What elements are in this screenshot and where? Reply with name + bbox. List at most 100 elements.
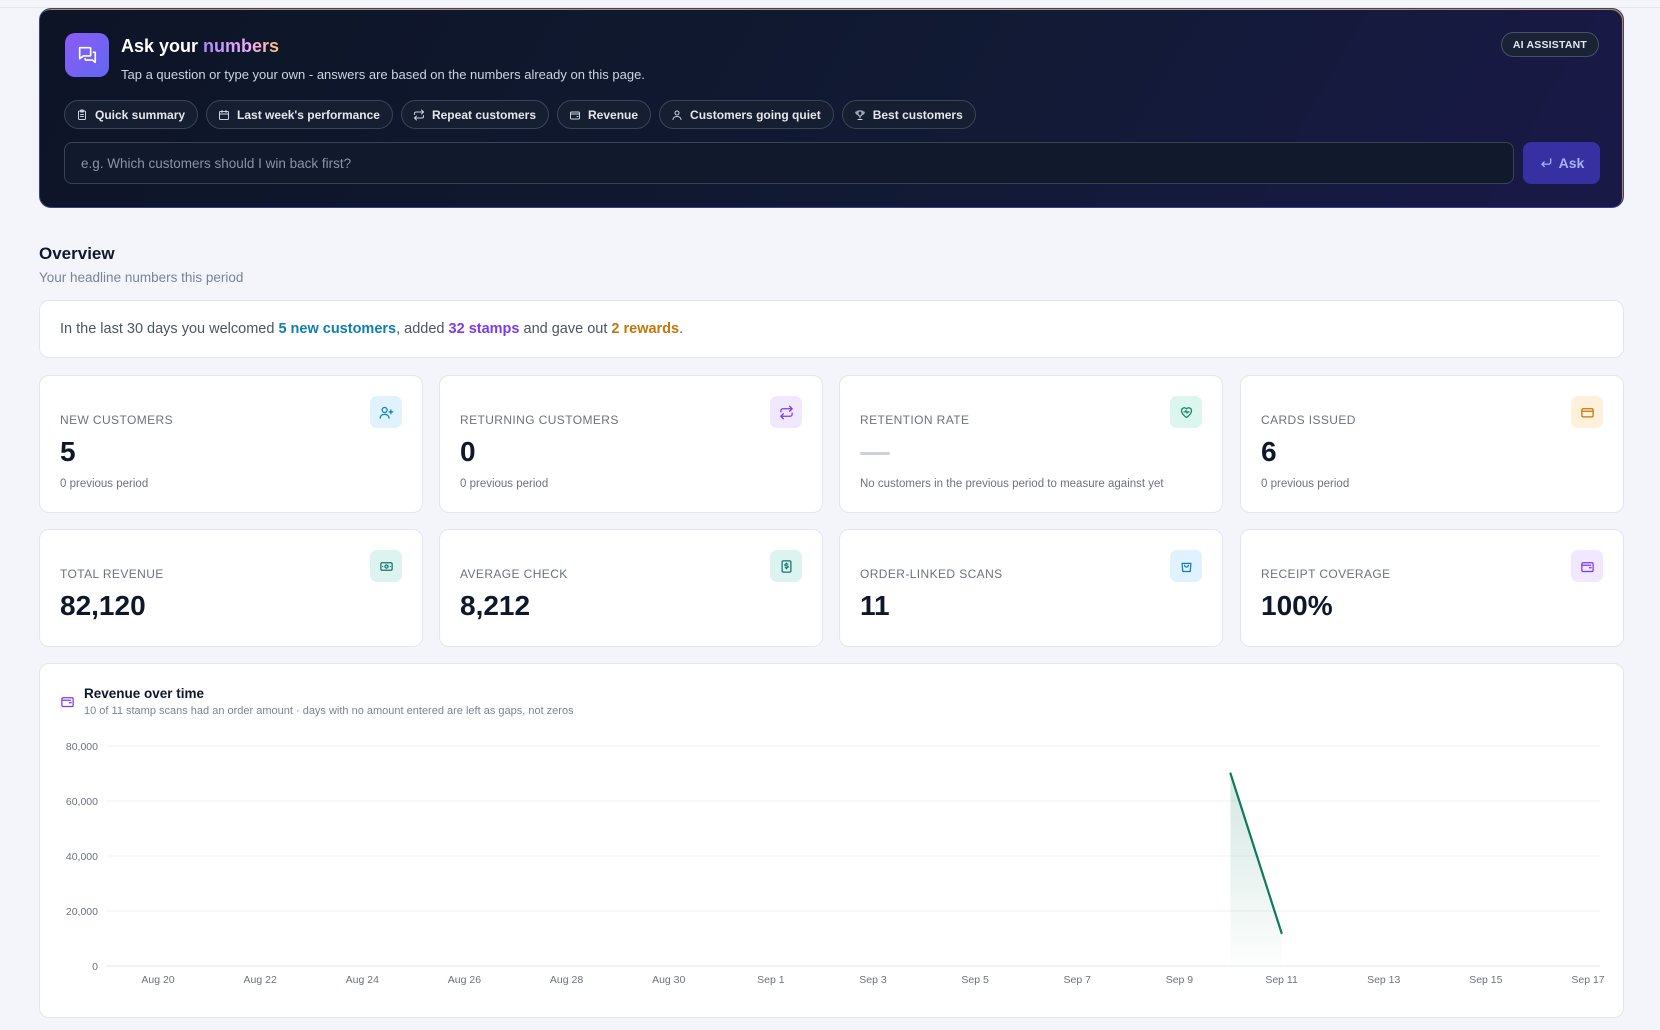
stat-card-total-revenue: TOTAL REVENUE 82,120 bbox=[39, 529, 423, 647]
chip-label: Repeat customers bbox=[431, 107, 537, 122]
summary-mid2: and gave out bbox=[523, 321, 608, 337]
top-divider bbox=[0, 0, 1660, 8]
x-tick-label: Aug 24 bbox=[346, 974, 379, 986]
stat-label: RETENTION RATE bbox=[860, 413, 970, 427]
revenue-chart: 0 20,000 40,000 60,000 80,000 Aug 20 Aug 22 Aug… bbox=[66, 741, 1605, 986]
chip-revenue[interactable]: Revenue bbox=[557, 100, 652, 129]
card-icon bbox=[1571, 396, 1603, 428]
stat-value: 11 bbox=[860, 590, 890, 621]
receipt-icon bbox=[770, 550, 802, 582]
empty-value-dash bbox=[860, 452, 890, 455]
stat-note: 0 previous period bbox=[460, 478, 549, 490]
x-tick-label: Aug 20 bbox=[141, 974, 174, 986]
chip-label: Quick summary bbox=[95, 107, 186, 122]
ai-title: Ask your numbers bbox=[121, 36, 279, 57]
summary-mid1: , added bbox=[396, 321, 445, 337]
chip-last-week[interactable]: Last week's performance bbox=[206, 100, 393, 129]
summary-prefix: In the last 30 days you welcomed bbox=[60, 321, 275, 337]
ai-title-lead: Ask your bbox=[121, 36, 199, 56]
x-tick-label: Sep 11 bbox=[1265, 974, 1298, 986]
stat-label: RETURNING CUSTOMERS bbox=[460, 413, 619, 427]
user-plus-icon bbox=[370, 396, 402, 428]
summary-rewards: 2 rewards bbox=[611, 321, 680, 337]
stat-card-order-linked-scans: ORDER-LINKED SCANS 11 bbox=[839, 529, 1223, 647]
heart-icon bbox=[1170, 396, 1202, 428]
stat-value: 5 bbox=[60, 436, 76, 467]
stat-card-retention-rate: RETENTION RATE No customers in the previ… bbox=[839, 375, 1223, 513]
stat-label: TOTAL REVENUE bbox=[60, 567, 164, 581]
x-tick-label: Sep 17 bbox=[1571, 974, 1604, 986]
chip-repeat-customers[interactable]: Repeat customers bbox=[400, 100, 550, 129]
stat-value: 0 bbox=[460, 436, 476, 467]
stat-value: 6 bbox=[1261, 436, 1277, 467]
stat-label: NEW CUSTOMERS bbox=[60, 413, 173, 427]
x-tick-label: Aug 26 bbox=[448, 974, 481, 986]
x-tick-label: Sep 5 bbox=[961, 974, 989, 986]
calendar-icon bbox=[219, 109, 230, 120]
stat-label: AVERAGE CHECK bbox=[460, 567, 568, 581]
stat-value: 8,212 bbox=[460, 590, 531, 621]
chart-title: Revenue over time bbox=[84, 686, 205, 701]
stat-label: ORDER-LINKED SCANS bbox=[860, 567, 1003, 581]
ai-subtitle: Tap a question or type your own - answer… bbox=[121, 67, 645, 82]
stat-label: RECEIPT COVERAGE bbox=[1261, 567, 1391, 581]
chip-label: Revenue bbox=[588, 107, 639, 122]
summary-stamps: 32 stamps bbox=[448, 321, 520, 337]
revenue-chart-card: Revenue over time 10 of 11 stamp scans h… bbox=[39, 663, 1624, 1018]
series-area bbox=[1230, 773, 1282, 966]
stat-card-receipt-coverage: RECEIPT COVERAGE 100% bbox=[1240, 529, 1624, 647]
shopping-bag-icon bbox=[1170, 550, 1202, 582]
stat-card-cards-issued: CARDS ISSUED 6 0 previous period bbox=[1240, 375, 1624, 513]
y-tick-label: 60,000 bbox=[66, 796, 98, 808]
x-tick-label: Sep 7 bbox=[1064, 974, 1092, 986]
x-tick-label: Sep 9 bbox=[1166, 974, 1194, 986]
stat-value: 82,120 bbox=[60, 590, 146, 621]
wallet-icon bbox=[1571, 550, 1603, 582]
chip-quick-summary[interactable]: Quick summary bbox=[64, 100, 199, 129]
y-tick-label: 80,000 bbox=[66, 741, 98, 753]
x-tick-label: Sep 1 bbox=[757, 974, 785, 986]
repeat-icon bbox=[413, 109, 424, 120]
y-tick-label: 0 bbox=[92, 961, 98, 973]
stat-value: 100% bbox=[1261, 590, 1333, 621]
y-tick-label: 40,000 bbox=[66, 851, 98, 863]
summary-suffix: . bbox=[679, 321, 684, 337]
x-tick-label: Aug 30 bbox=[652, 974, 685, 986]
ai-question-input[interactable] bbox=[64, 142, 1514, 184]
y-tick-label: 20,000 bbox=[66, 906, 98, 918]
wallet-icon bbox=[570, 111, 581, 119]
stat-note: 0 previous period bbox=[1261, 478, 1350, 490]
stat-label: CARDS ISSUED bbox=[1261, 413, 1356, 427]
x-tick-label: Sep 15 bbox=[1469, 974, 1502, 986]
stat-note: 0 previous period bbox=[60, 478, 149, 490]
ask-button[interactable]: Ask bbox=[1523, 142, 1600, 184]
chip-customers-going-quiet[interactable]: Customers going quiet bbox=[659, 100, 834, 129]
x-tick-label: Aug 22 bbox=[244, 974, 277, 986]
clipboard-icon bbox=[78, 109, 86, 120]
summary-sentence: In the last 30 days you welcomed 5 new c… bbox=[39, 300, 1624, 358]
chip-best-customers[interactable]: Best customers bbox=[841, 100, 976, 129]
stat-note: No customers in the previous period to m… bbox=[860, 478, 1164, 490]
chat-icon bbox=[65, 33, 109, 77]
stat-card-returning-customers: RETURNING CUSTOMERS 0 0 previous period bbox=[439, 375, 823, 513]
chip-label: Last week's performance bbox=[237, 107, 380, 122]
ai-assistant-badge: AI ASSISTANT bbox=[1500, 32, 1599, 57]
banknote-icon bbox=[370, 550, 402, 582]
trophy-icon bbox=[855, 110, 865, 120]
ai-assistant-panel: Ask your numbers Tap a question or type … bbox=[39, 8, 1624, 208]
chip-label: Best customers bbox=[872, 107, 963, 122]
ask-button-label: Ask bbox=[1558, 155, 1585, 171]
user-icon bbox=[672, 110, 682, 120]
x-tick-label: Sep 13 bbox=[1367, 974, 1400, 986]
stat-card-average-check: AVERAGE CHECK 8,212 bbox=[439, 529, 823, 647]
suggestion-chips: Quick summary Last week's performance Re… bbox=[64, 100, 976, 129]
chip-label: Customers going quiet bbox=[690, 107, 821, 122]
x-tick-label: Aug 28 bbox=[550, 974, 583, 986]
repeat-icon bbox=[770, 396, 802, 428]
ai-title-accent: numbers bbox=[203, 36, 280, 56]
x-tick-label: Sep 3 bbox=[859, 974, 887, 986]
overview-title: Overview bbox=[39, 244, 115, 263]
wallet-icon bbox=[60, 694, 75, 714]
overview-subtitle: Your headline numbers this period bbox=[39, 270, 244, 285]
series-line bbox=[1229, 772, 1283, 935]
